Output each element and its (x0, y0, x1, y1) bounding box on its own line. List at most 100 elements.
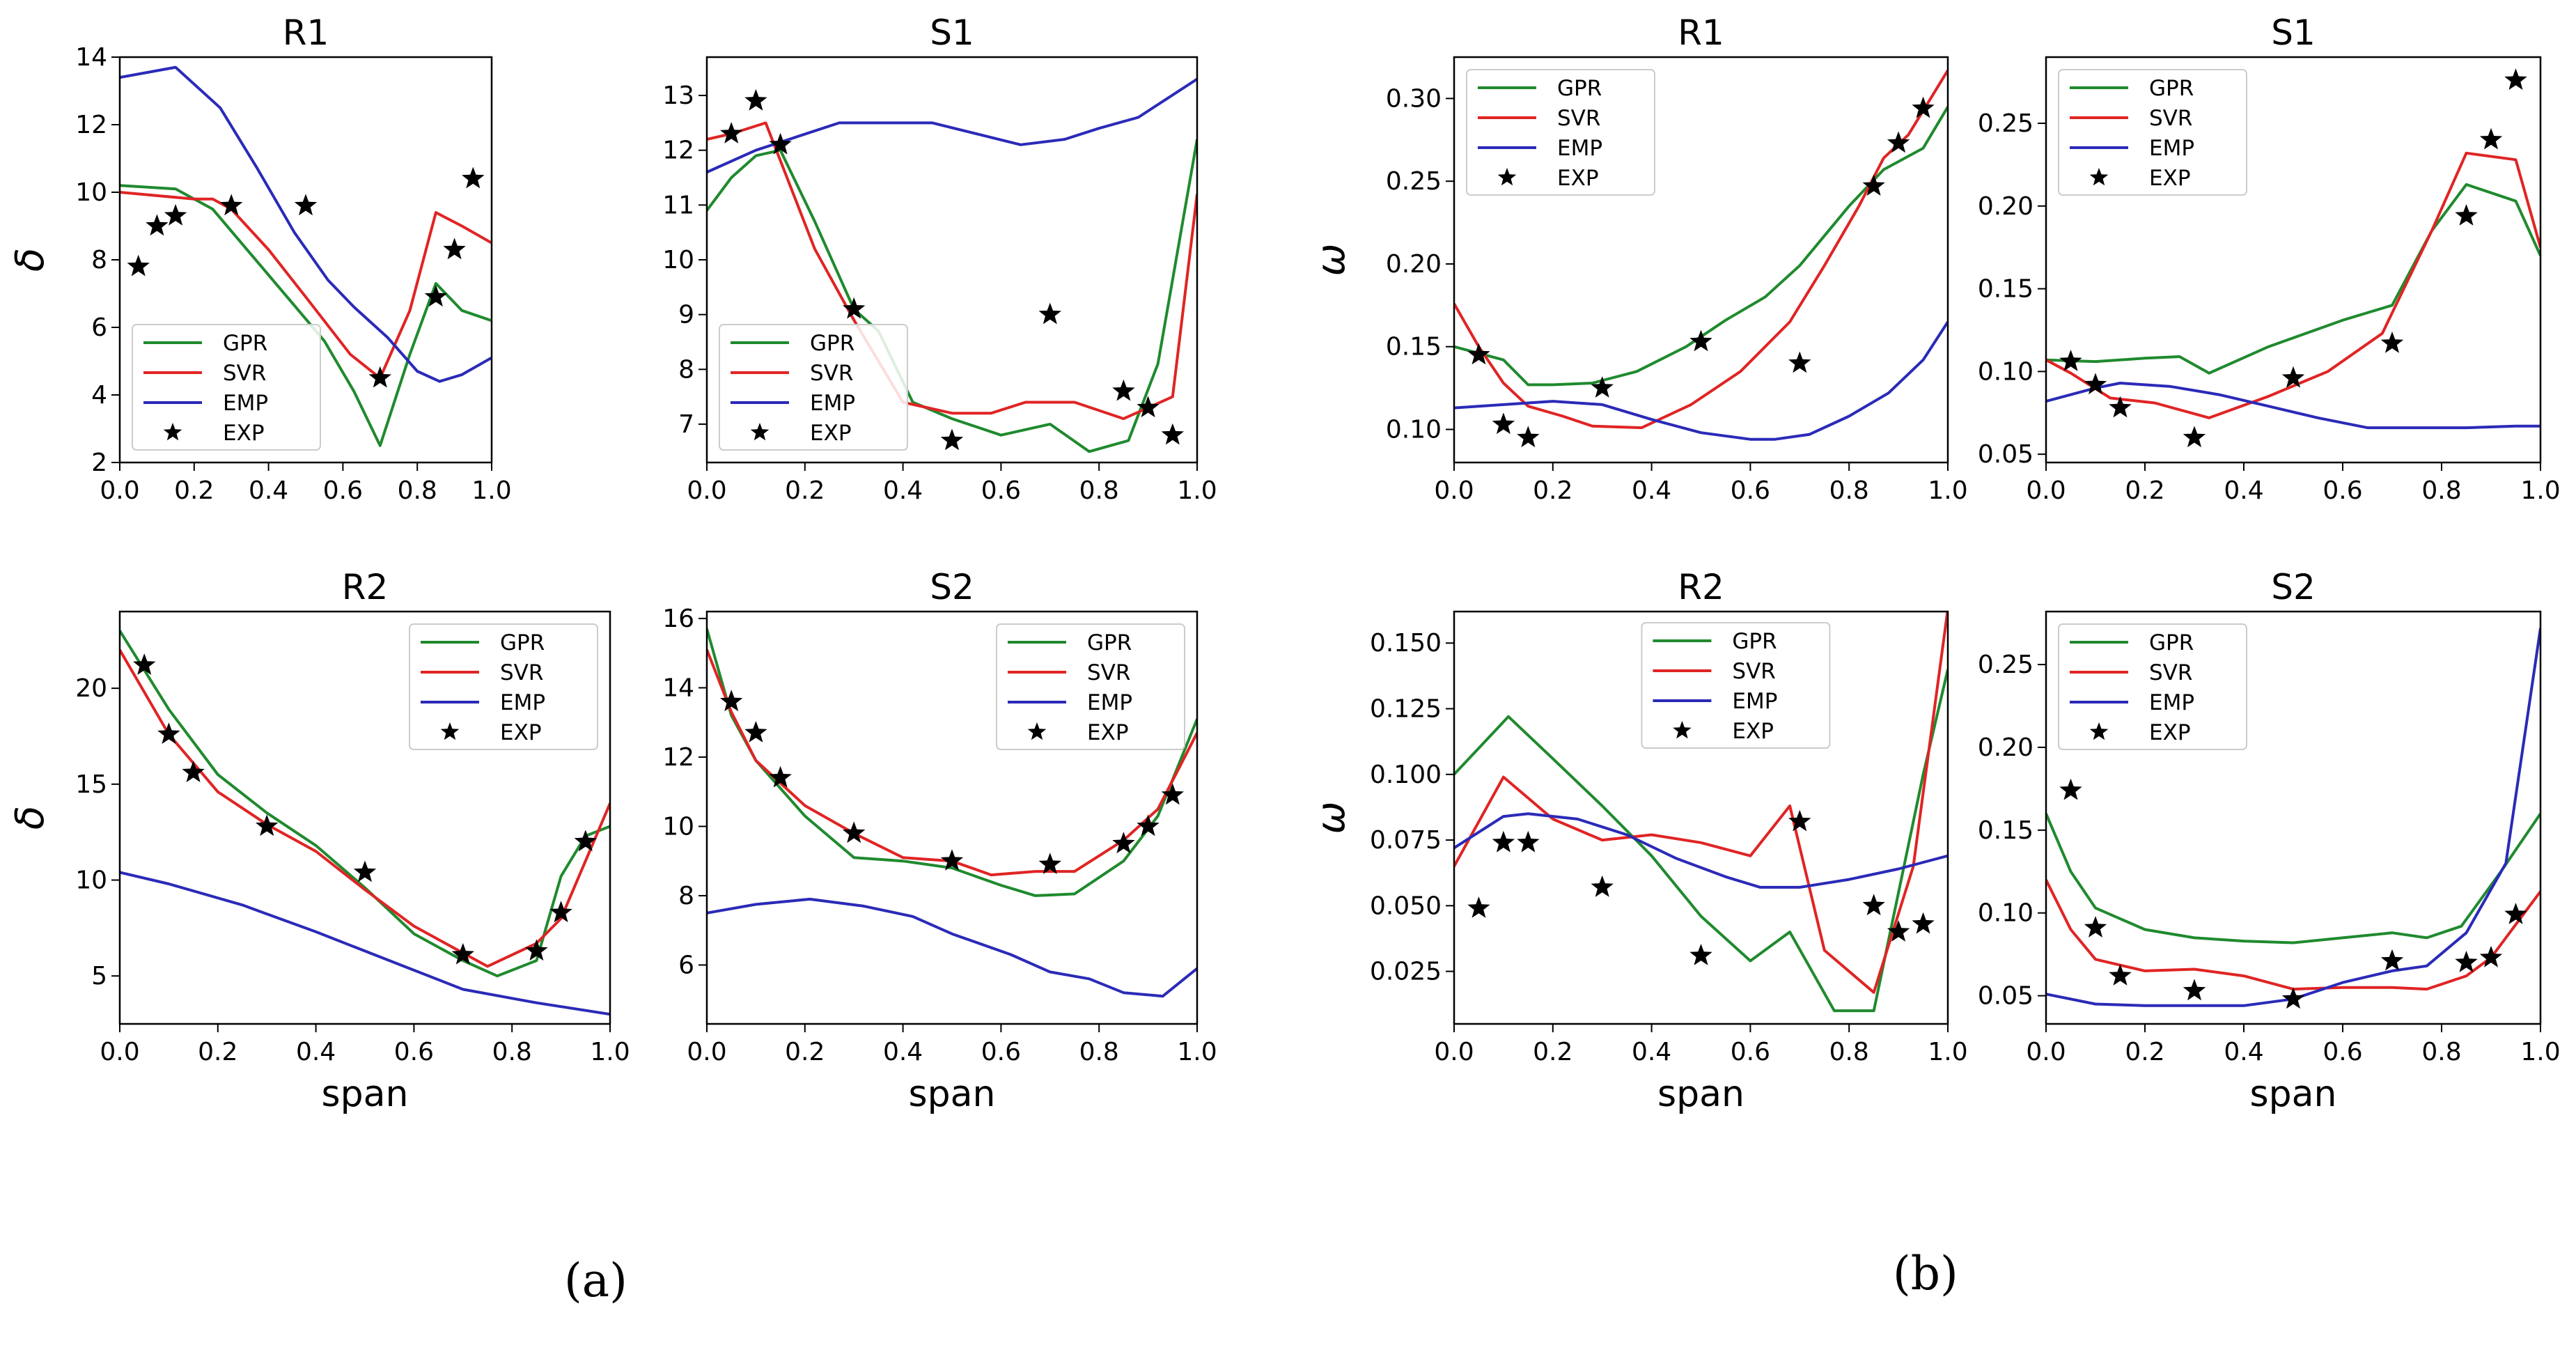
exp-point (1161, 423, 1184, 445)
x-tick-label: 0.4 (1632, 1038, 1671, 1066)
y-tick-label: 0.10 (1978, 899, 2034, 928)
exp-point (1887, 920, 1910, 942)
legend-label: EXP (2149, 720, 2191, 745)
series-line-emp (707, 897, 1197, 998)
exp-point (1689, 329, 1712, 352)
exp-point (256, 814, 279, 837)
exp-point (164, 203, 187, 226)
exp-point (843, 297, 866, 319)
exp-point (2183, 426, 2206, 448)
x-tick-label: 1.0 (1177, 476, 1217, 505)
exp-point (294, 194, 318, 216)
exp-point (1689, 944, 1712, 965)
x-tick-label: 0.2 (2125, 476, 2164, 505)
axes-frame (1453, 56, 1949, 464)
legend-marker-exp (2089, 722, 2109, 740)
x-tick-label: 0.6 (2323, 1038, 2362, 1066)
exp-point (2504, 68, 2527, 90)
exp-point (1467, 896, 1490, 918)
y-tick-label: 10 (75, 866, 107, 894)
x-tick-label: 0.6 (981, 476, 1021, 505)
x-tick-label: 0.0 (100, 476, 139, 505)
axes-frame (705, 56, 1199, 464)
x-tick-label: 0.0 (1434, 476, 1474, 505)
legend-label: EXP (1732, 719, 1774, 744)
legend-label: GPR (2149, 76, 2194, 101)
x-tick-label: 0.8 (398, 476, 437, 505)
series-line-gpr (2046, 182, 2540, 375)
legend-label: SVR (2149, 106, 2192, 131)
x-tick-label: 0.4 (2224, 476, 2263, 505)
axes-frame (705, 610, 1199, 1025)
y-axis-label: δ (8, 806, 53, 830)
chart-title: S1 (930, 13, 974, 53)
legend: GPR SVR EMP EXP (2058, 69, 2247, 196)
legend-label: EXP (500, 720, 542, 745)
x-axis-label: span (1657, 1073, 1744, 1115)
chart-a-S1: S1 0.0 0.2 0.4 0.6 0.8 1.0 7 8 9 10 11 12 13 GPR SVR EMP… (662, 13, 1217, 505)
y-tick-label: 0.20 (1386, 250, 1442, 279)
y-tick-label: 0.25 (1978, 651, 2034, 679)
x-tick-label: 0.6 (2323, 476, 2362, 505)
exp-point (574, 830, 597, 852)
x-tick-label: 0.4 (2224, 1038, 2263, 1066)
exp-point (769, 132, 792, 155)
x-tick-label: 1.0 (1177, 1038, 1217, 1066)
exp-point (1912, 912, 1935, 934)
x-tick-label: 0.4 (249, 476, 288, 505)
exp-point (2479, 127, 2503, 150)
chart-b-S2: S2 0.0 0.2 0.4 0.6 0.8 1.0 0.05 0.10 0.15 0.20 0.25… (1978, 567, 2561, 1115)
exp-point (451, 942, 474, 965)
legend-label: EXP (2149, 166, 2191, 191)
y-tick-label: 0.075 (1370, 826, 1442, 855)
x-tick-label: 0.0 (1434, 1038, 1474, 1066)
y-tick-label: 10 (662, 812, 694, 841)
y-tick-label: 16 (662, 605, 694, 633)
y-tick-label: 0.10 (1978, 357, 2034, 386)
exp-point (1038, 853, 1061, 874)
chart-a-R1: R1 0.0 0.2 0.4 0.6 0.8 1.0 2 4 6 8 10 12 14 δ GPR SVR EMP… (8, 13, 512, 505)
x-tick-label: 0.8 (492, 1038, 532, 1066)
legend-label: GPR (1732, 629, 1777, 654)
exp-point (1887, 131, 1910, 153)
legend-marker-exp (163, 423, 182, 441)
x-tick-label: 1.0 (590, 1038, 630, 1066)
exp-point (2109, 396, 2132, 418)
y-tick-label: 0.20 (1978, 733, 2034, 762)
x-tick-label: 0.2 (198, 1038, 237, 1066)
x-tick-label: 0.2 (1533, 476, 1572, 505)
x-tick-label: 0.2 (1533, 1038, 1572, 1066)
y-tick-label: 20 (75, 674, 107, 703)
exp-point (1137, 396, 1160, 418)
y-tick-label: 12 (75, 111, 107, 139)
exp-point (940, 428, 964, 451)
exp-point (1137, 814, 1160, 837)
exp-point (146, 214, 169, 236)
exp-point (2455, 204, 2478, 226)
exp-point (2059, 350, 2082, 371)
exp-point (2455, 951, 2478, 972)
series-line-emp (2046, 628, 2540, 1007)
legend: GPR SVR EMP EXP (719, 324, 908, 451)
x-tick-label: 0.8 (2421, 476, 2461, 505)
legend-label: SVR (1732, 659, 1775, 684)
series-line-emp (1454, 812, 1948, 889)
legend-marker-exp (440, 722, 460, 740)
series-line-emp (1454, 321, 1948, 441)
y-tick-label: 0.05 (1978, 982, 2034, 1011)
chart-title: R1 (1678, 13, 1724, 53)
legend: GPR SVR EMP EXP (1641, 622, 1831, 749)
series-line-emp (2046, 382, 2540, 430)
y-tick-label: 0.125 (1370, 695, 1442, 724)
chart-title: R2 (342, 567, 389, 607)
legend-label: SVR (810, 361, 853, 386)
x-tick-label: 0.8 (1079, 476, 1119, 505)
legend: GPR SVR EMP EXP (132, 324, 321, 451)
exp-point (1591, 875, 1614, 897)
y-tick-label: 9 (678, 301, 694, 329)
y-tick-label: 0.100 (1370, 761, 1442, 789)
legend: GPR SVR EMP EXP (2058, 623, 2247, 750)
x-axis-label: span (2250, 1073, 2337, 1115)
exp-point (462, 166, 485, 189)
series-line-gpr (1454, 669, 1948, 1013)
